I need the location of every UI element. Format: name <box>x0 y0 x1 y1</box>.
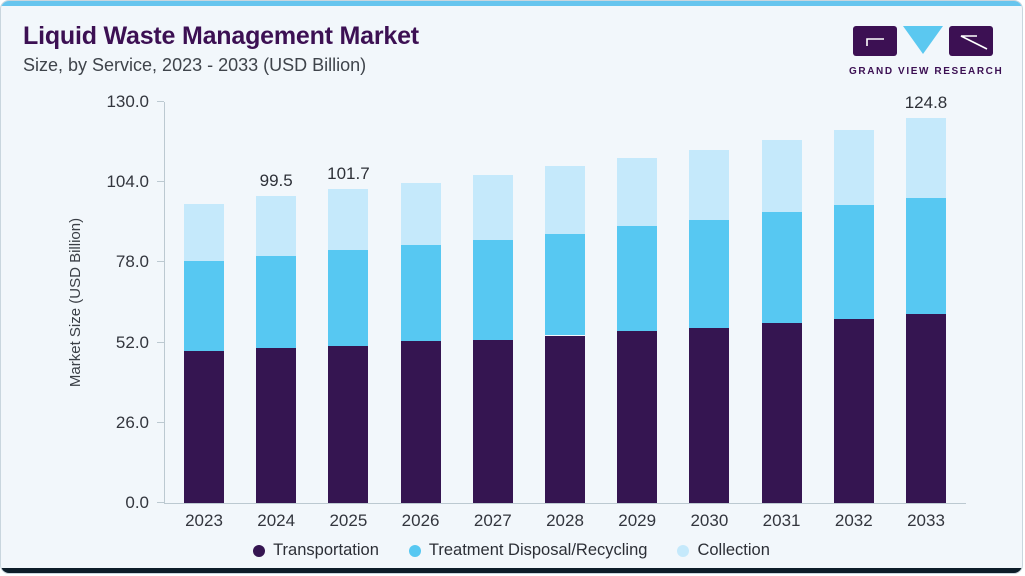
y-axis-tick-label: 104.0 <box>106 172 149 192</box>
bar-segment-treatment-disposal-recycling <box>617 226 658 331</box>
y-axis-title-wrap: Market Size (USD Billion) <box>61 102 91 503</box>
chart-header: Liquid Waste Management Market Size, by … <box>23 22 419 76</box>
bar-segment-collection <box>472 174 513 241</box>
y-axis-title: Market Size (USD Billion) <box>67 217 85 388</box>
bar-segment-transportation <box>328 345 369 503</box>
legend-dot-icon <box>677 544 690 557</box>
legend-item: Collection <box>677 541 770 560</box>
bar-segment-collection <box>906 118 946 198</box>
bar-segment-transportation <box>472 339 513 503</box>
bar-segment-treatment-disposal-recycling <box>761 212 802 323</box>
bar-segment-transportation <box>400 341 441 503</box>
bar-segment-treatment-disposal-recycling <box>833 205 874 319</box>
bar-segment-transportation <box>906 313 946 503</box>
legend-label: Treatment Disposal/Recycling <box>428 541 648 559</box>
bar-segment-collection <box>328 189 369 251</box>
bar-segment-treatment-disposal-recycling <box>906 197 946 314</box>
x-axis-tick-label: 2027 <box>473 511 512 530</box>
bar-segment-transportation <box>617 330 658 503</box>
bar-segment-collection <box>184 204 224 261</box>
x-axis-tick-label: 2033 <box>907 511 945 530</box>
bar-segment-treatment-disposal-recycling <box>689 220 730 328</box>
x-axis-tick-label: 2025 <box>329 511 368 530</box>
x-axis-tick-label: 2030 <box>690 511 729 530</box>
bar-segment-transportation <box>545 335 585 503</box>
top-accent-bar <box>1 1 1022 6</box>
plot-area: 0.0 26.0 52.0 78.0 104.0 130.0 2023 99.5 2024 101… <box>106 92 966 530</box>
bar-segment-transportation <box>833 318 874 503</box>
bar-segment-collection <box>617 158 658 226</box>
y-axis-tick-mark <box>157 261 164 263</box>
bar-segment-transportation <box>184 350 224 503</box>
bar-segment-treatment-disposal-recycling <box>328 250 369 346</box>
bar-segment-transportation <box>761 322 802 503</box>
legend-dot-icon <box>408 544 421 557</box>
bar-segment-collection <box>400 182 441 245</box>
y-axis-tick-label: 130.0 <box>106 92 149 111</box>
bar-value-label: 124.8 <box>904 93 948 113</box>
x-axis-tick-label: 2032 <box>834 511 873 530</box>
bar-segment-transportation <box>256 348 297 503</box>
gvr-logo: GRAND VIEW RESEARCH <box>849 26 1004 77</box>
y-axis-tick-mark <box>157 181 164 183</box>
bar-segment-collection <box>256 196 297 256</box>
y-axis-tick-label: 52.0 <box>115 332 149 352</box>
bar-segment-transportation <box>689 327 730 503</box>
x-axis-tick-label: 2026 <box>401 511 440 530</box>
bar-segment-collection <box>833 129 874 205</box>
x-axis-tick-label: 2023 <box>185 511 223 530</box>
bar-segment-treatment-disposal-recycling <box>256 255 297 349</box>
gvr-logo-icon <box>853 26 993 56</box>
y-axis-tick-label: 78.0 <box>115 252 149 272</box>
y-axis-tick-label: 0.0 <box>125 493 149 512</box>
y-axis-tick-mark <box>157 101 164 102</box>
legend-item: Treatment Disposal/Recycling <box>408 541 648 560</box>
legend-dot-icon <box>253 544 266 557</box>
chart-subtitle: Size, by Service, 2023 - 2033 (USD Billi… <box>23 55 367 75</box>
gvr-logo-text: GRAND VIEW RESEARCH <box>849 66 1004 77</box>
bottom-accent-bar <box>1 568 1022 573</box>
y-axis-tick-mark <box>157 502 164 503</box>
legend-item: Transportation <box>253 541 379 560</box>
legend-label: Collection <box>697 541 770 559</box>
x-axis-tick-label: 2028 <box>546 511 584 530</box>
legend: Transportation Treatment Disposal/Recycli… <box>1 541 1022 560</box>
bar-value-label: 99.5 <box>259 171 293 191</box>
bar-segment-treatment-disposal-recycling <box>472 240 513 340</box>
x-axis-tick-label: 2024 <box>257 511 296 530</box>
x-axis-tick-label: 2031 <box>762 511 801 530</box>
bar-segment-collection <box>545 166 585 234</box>
y-axis-tick-label: 26.0 <box>115 412 149 432</box>
x-axis-tick-label: 2029 <box>618 511 657 530</box>
y-axis-tick-mark <box>157 341 164 343</box>
bar-segment-collection <box>761 139 802 213</box>
y-axis-tick-mark <box>157 421 164 423</box>
bar-segment-treatment-disposal-recycling <box>400 244 441 342</box>
bar-segment-treatment-disposal-recycling <box>184 260 224 351</box>
page-title: Liquid Waste Management Market <box>23 22 419 50</box>
bar-segment-collection <box>689 150 730 221</box>
bar-value-label: 101.7 <box>327 164 370 184</box>
legend-label: Transportation <box>273 541 379 559</box>
bar-segment-treatment-disposal-recycling <box>545 233 585 336</box>
